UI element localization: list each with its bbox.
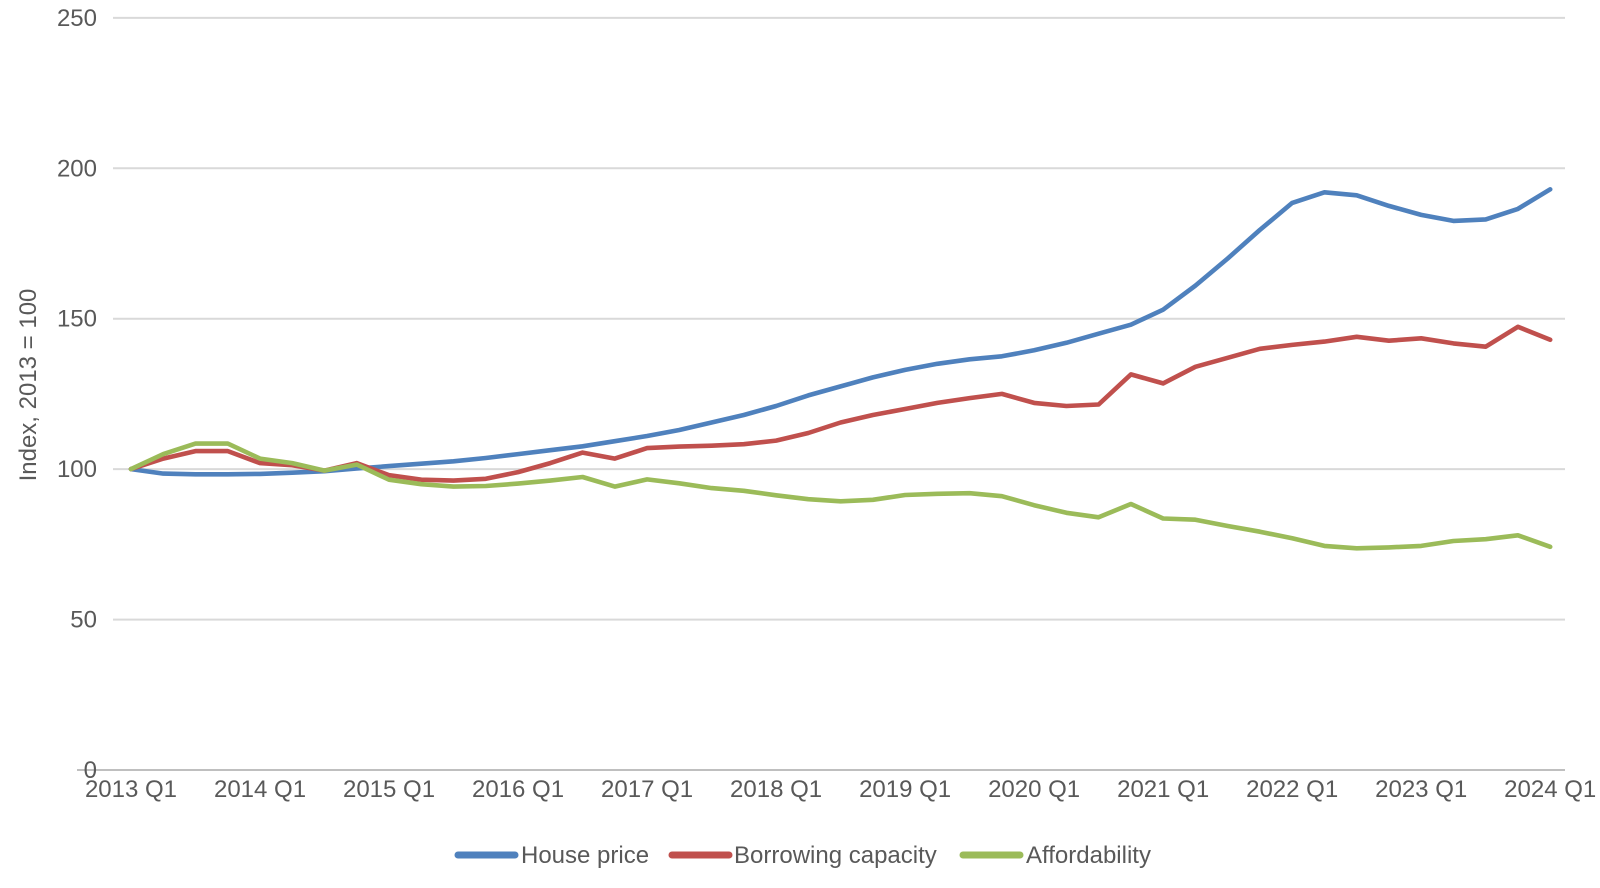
y-axis-tick-labels: 0 50 100 150 200 250	[57, 5, 97, 784]
x-tick-label: 2017 Q1	[601, 776, 693, 803]
legend-item-affordability: Affordability	[959, 842, 1151, 869]
series-line-affordability	[128, 441, 1553, 551]
legend-label-house-price: House price	[521, 842, 649, 869]
x-tick-label: 2016 Q1	[472, 776, 564, 803]
series-line-house-price	[128, 187, 1553, 477]
y-tick-label: 200	[57, 155, 97, 182]
legend-label-borrowing-capacity: Borrowing capacity	[734, 842, 937, 869]
legend-item-borrowing-capacity: Borrowing capacity	[668, 842, 937, 869]
y-tick-label: 50	[70, 607, 97, 634]
legend-label-affordability: Affordability	[1026, 842, 1151, 869]
y-tick-label: 250	[57, 5, 97, 32]
series-lines	[128, 187, 1553, 551]
x-tick-label: 2024 Q1	[1504, 776, 1596, 803]
x-tick-label: 2015 Q1	[343, 776, 435, 803]
x-tick-label: 2022 Q1	[1246, 776, 1338, 803]
y-tick-label: 100	[57, 456, 97, 483]
y-tick-label: 0	[84, 757, 97, 784]
y-axis-title: Index, 2013 = 100	[15, 289, 42, 482]
y-tick-label: 150	[57, 306, 97, 333]
x-tick-label: 2018 Q1	[730, 776, 822, 803]
x-axis-tick-labels: 2013 Q1 2014 Q1 2015 Q1 2016 Q1 2017 Q1 2018 …	[85, 776, 1596, 803]
legend: House price Borrowing capacity Affordabi…	[454, 842, 1151, 869]
x-tick-label: 2020 Q1	[988, 776, 1080, 803]
x-tick-label: 2019 Q1	[859, 776, 951, 803]
x-tick-label: 2023 Q1	[1375, 776, 1467, 803]
x-tick-label: 2014 Q1	[214, 776, 306, 803]
legend-item-house-price: House price	[454, 842, 649, 869]
x-tick-label: 2013 Q1	[85, 776, 177, 803]
x-tick-label: 2021 Q1	[1117, 776, 1209, 803]
series-line-borrowing-capacity	[128, 324, 1553, 483]
